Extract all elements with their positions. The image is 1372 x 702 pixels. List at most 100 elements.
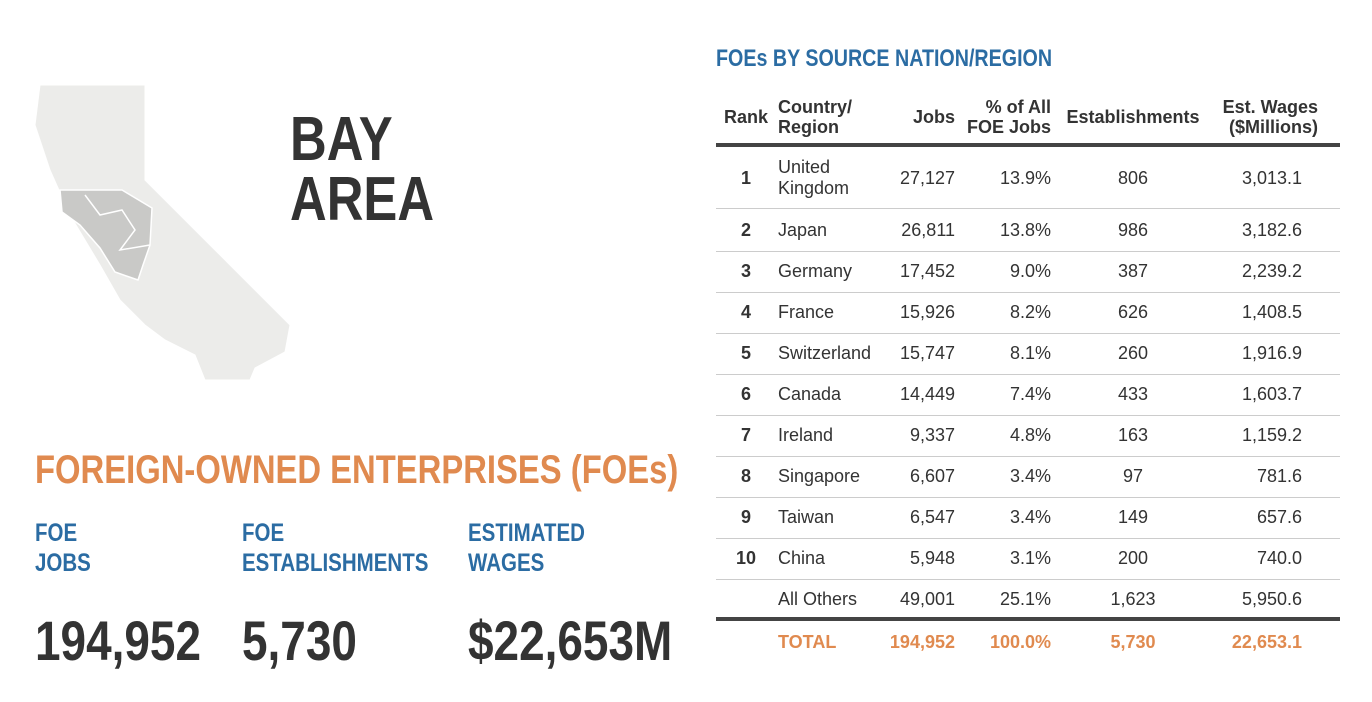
total-cell: 194,952 [889,631,955,652]
table-cell: 49,001 [899,589,955,610]
table-cell: 6,547 [909,507,955,528]
table-cell: 657.6 [1256,507,1302,528]
stat-label: FOE [242,519,285,547]
table-cell: 7 [740,425,751,445]
region-title: BAY AREA [290,105,435,234]
row-rule [716,414,1340,416]
row-rule [716,538,1340,540]
table-cell: United Kingdom [778,157,850,198]
region-line: BAY [290,105,393,174]
table-cell: France [778,301,835,322]
table-cell: 3 [740,260,751,281]
table-cell: 14,449 [899,383,955,404]
table-cell: Germany [778,260,853,281]
table-cell: 626 [1117,301,1149,322]
table-cell: 1,408.5 [1241,301,1302,322]
table-title: FOEs BY SOURCE NATION/REGION [716,45,1053,72]
table-cell: 2,239.2 [1241,260,1302,281]
table-cell: 1 [740,167,751,188]
table-cell: 15,926 [899,301,955,322]
column-header: % of All FOE Jobs [966,97,1051,137]
region-line: AREA [290,165,435,234]
table-cell: China [778,548,826,569]
table-cell: 13.8% [999,219,1051,240]
total-cell: 5,730 [1110,631,1156,652]
california-map [34,84,291,381]
row-rule [716,291,1340,293]
table-cell: 149 [1117,507,1149,528]
row-rule [716,579,1340,581]
table-cell: 17,452 [899,260,955,281]
table-cell: 806 [1117,167,1149,188]
table-cell: 740.0 [1256,548,1302,569]
table-cell: 5,948 [909,548,955,569]
foe-heading: FOREIGN-OWNED ENTERPRISES (FOEs) [35,448,679,492]
table-cell: 3.1% [1009,548,1051,569]
row-rule [716,456,1340,458]
stat-label: ESTIMATED [468,519,585,547]
table-cell: 5 [740,342,751,363]
table-cell: Singapore [778,466,861,487]
table-cell: 4 [740,301,751,322]
table-cell: 9.0% [1009,260,1051,281]
table-cell: 1,603.7 [1241,383,1302,404]
table-cell: 200 [1117,548,1149,569]
table-cell: 13.9% [999,167,1051,188]
table-cell: 6 [740,383,751,404]
table-cell: 15,747 [899,342,955,363]
table-cell: 260 [1117,342,1149,363]
header-rule [716,143,1340,147]
table-cell: 2 [740,219,751,240]
table-cell: 8.2% [1009,301,1051,322]
column-header: Est. Wages ($Millions) [1222,97,1318,137]
column-header: Jobs [912,107,955,127]
table-cell: Canada [778,383,842,404]
column-header: Establishments [1066,107,1200,127]
table-cell: 1,916.9 [1241,342,1302,363]
table-cell: 8.1% [1009,342,1051,363]
table-cell: 3,182.6 [1241,219,1302,240]
bay-area-shape [59,189,153,281]
table-cell: 433 [1117,383,1149,404]
table-cell: 3.4% [1009,466,1051,487]
total-cell: TOTAL [778,631,837,652]
row-rule [716,332,1340,334]
table-cell: 4.8% [1009,425,1051,445]
table-cell: 1,623 [1110,589,1156,610]
table-cell: 26,811 [901,219,955,240]
row-rule [716,208,1340,209]
table-cell: 163 [1117,425,1149,445]
table-cell: Ireland [778,425,834,445]
table-cell: 6,607 [909,466,955,487]
row-rule [716,373,1340,375]
table-cell: 10 [735,548,757,569]
stat-label: ESTABLISHMENTS [242,549,429,577]
table-cell: 5,950.6 [1241,589,1302,610]
table-cell: 3,013.1 [1241,167,1302,188]
table-cell: 781.6 [1256,466,1302,487]
total-cell: 22,653.1 [1231,631,1302,652]
stat-value: 194,952 [35,609,201,672]
table-cell: 25.1% [999,589,1051,610]
column-header: Rank [723,107,768,127]
stat-value: $22,653M [468,609,673,672]
total-rule [716,617,1340,621]
table-cell: 986 [1117,219,1149,240]
total-cell: 100.0% [989,631,1051,652]
table-cell: 27,127 [899,167,955,188]
table-cell: All Others [778,589,858,610]
table-cell: Taiwan [778,507,835,528]
stat-label: JOBS [35,549,91,577]
stat-label: WAGES [468,549,545,577]
table-cell: 9,337 [909,425,955,445]
table-cell: 9 [740,507,751,528]
table-cell: Switzerland [778,342,872,363]
stat-value: 5,730 [242,609,357,672]
table-cell: 1,159.2 [1241,425,1302,445]
table-cell: Japan [778,219,828,240]
stat-label: FOE [35,519,78,547]
row-rule [716,497,1340,499]
table-cell: 3.4% [1009,507,1051,528]
table-cell: 97 [1122,466,1144,487]
